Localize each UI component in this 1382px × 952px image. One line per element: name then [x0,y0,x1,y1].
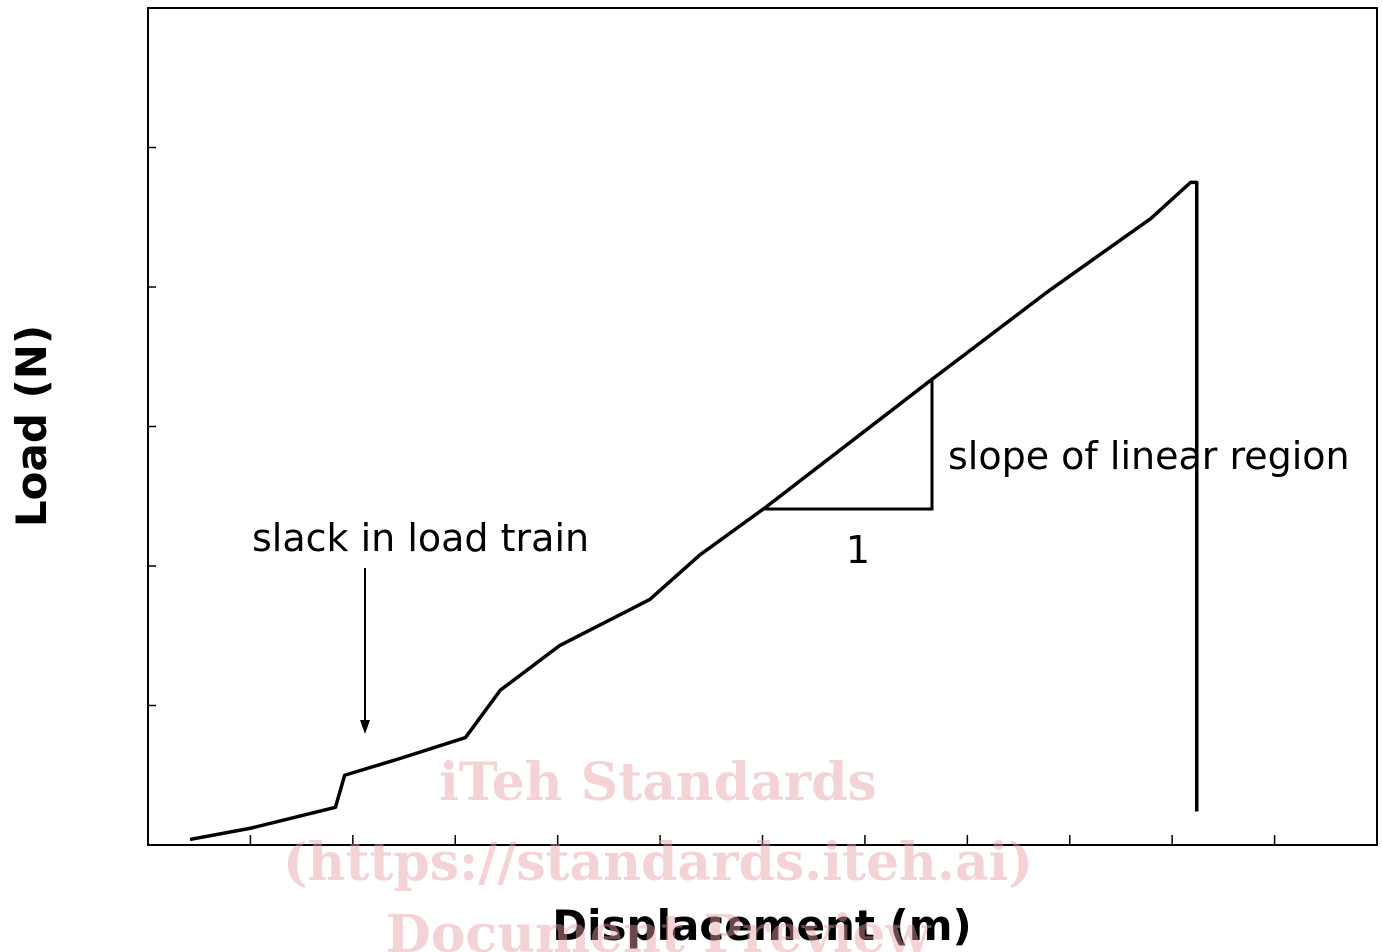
slope-triangle [765,380,934,511]
watermark: (https://standards.iteh.ai) [283,832,1033,893]
data-line [189,180,1199,842]
marks [148,146,1276,845]
watermark: Document Preview [386,904,932,952]
annotation: slack in load train [252,516,589,560]
annotation: slope of linear region [948,434,1350,478]
annotation: 1 [846,528,870,572]
x-axis-label: Displacement (m) [552,901,971,950]
y-axis-label: Load (N) [7,325,56,527]
watermark: iTeh Standards [439,752,877,813]
plot-frame [147,7,1378,846]
arrow-head [360,720,370,734]
